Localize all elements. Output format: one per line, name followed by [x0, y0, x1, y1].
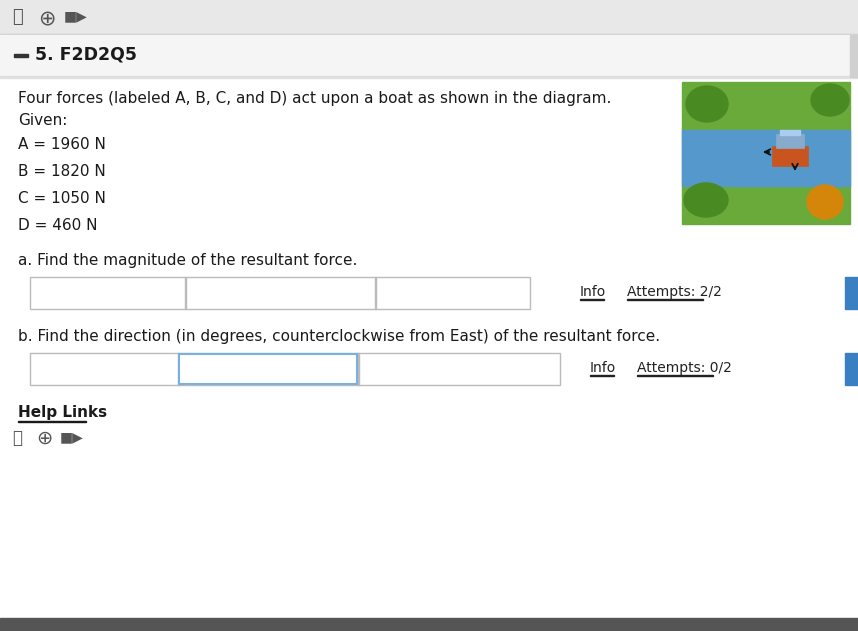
- Text: C: C: [798, 162, 806, 172]
- Bar: [358, 353, 359, 385]
- Ellipse shape: [811, 84, 849, 116]
- Bar: [178, 353, 179, 385]
- Text: A = 1960 N: A = 1960 N: [18, 137, 106, 152]
- Ellipse shape: [807, 185, 843, 219]
- Ellipse shape: [684, 183, 728, 217]
- Bar: [0, 77, 858, 78]
- Bar: [185, 277, 186, 309]
- Text: ■▶: ■▶: [60, 430, 84, 444]
- Bar: [0, 618, 858, 631]
- Text: ✕: ✕: [401, 282, 420, 302]
- Text: Resultant Direction: Resultant Direction: [36, 361, 177, 376]
- Text: Info: Info: [580, 285, 607, 299]
- Bar: [179, 354, 357, 384]
- Bar: [682, 82, 850, 224]
- Text: ⊕: ⊕: [38, 8, 56, 28]
- Bar: [375, 277, 376, 309]
- Bar: [637, 375, 713, 376]
- Bar: [14, 54, 28, 57]
- Bar: [0, 0, 858, 35]
- Text: 1959.99: 1959.99: [193, 285, 253, 300]
- Bar: [590, 375, 614, 376]
- Bar: [0, 34, 858, 35]
- Text: ° CCW from East: ° CCW from East: [364, 361, 486, 376]
- Bar: [776, 134, 804, 148]
- Text: D: D: [748, 144, 756, 154]
- Bar: [845, 277, 858, 309]
- Bar: [30, 277, 530, 309]
- Bar: [772, 146, 808, 166]
- Bar: [0, 35, 858, 77]
- Text: Info: Info: [590, 361, 616, 375]
- Text: S: S: [847, 361, 855, 375]
- Bar: [30, 353, 560, 385]
- Text: P: P: [851, 47, 858, 62]
- Text: Four forces (labeled A, B, C, and D) act upon a boat as shown in the diagram.: Four forces (labeled A, B, C, and D) act…: [18, 91, 612, 106]
- Text: 🎧: 🎧: [12, 8, 23, 26]
- Ellipse shape: [686, 86, 728, 122]
- Bar: [682, 130, 850, 186]
- Bar: [580, 299, 604, 300]
- Text: ■▶: ■▶: [64, 9, 88, 23]
- Text: N: N: [381, 285, 392, 300]
- Bar: [845, 353, 858, 385]
- Text: 5. F2D2Q5: 5. F2D2Q5: [35, 46, 137, 64]
- Bar: [18, 421, 86, 422]
- Text: D = 460 N: D = 460 N: [18, 218, 98, 233]
- Bar: [850, 35, 858, 77]
- Text: Attempts: 2/2: Attempts: 2/2: [627, 285, 722, 299]
- Text: Resultant Magnitude: Resultant Magnitude: [36, 285, 188, 300]
- Text: C = 1050 N: C = 1050 N: [18, 191, 106, 206]
- Bar: [780, 130, 800, 135]
- Text: Help Links: Help Links: [18, 405, 107, 420]
- Text: b. Find the direction (in degrees, counterclockwise from East) of the resultant : b. Find the direction (in degrees, count…: [18, 329, 660, 344]
- Text: Attempts: 0/2: Attempts: 0/2: [637, 361, 732, 375]
- Text: a. Find the magnitude of the resultant force.: a. Find the magnitude of the resultant f…: [18, 253, 358, 268]
- Text: ⊕: ⊕: [36, 429, 52, 448]
- Text: 🎧: 🎧: [12, 429, 22, 447]
- Bar: [0, 76, 858, 77]
- Text: I: I: [266, 360, 271, 378]
- Bar: [627, 299, 703, 300]
- Text: S: S: [847, 285, 855, 299]
- Text: Given:: Given:: [18, 113, 68, 128]
- Text: B = 1820 N: B = 1820 N: [18, 164, 106, 179]
